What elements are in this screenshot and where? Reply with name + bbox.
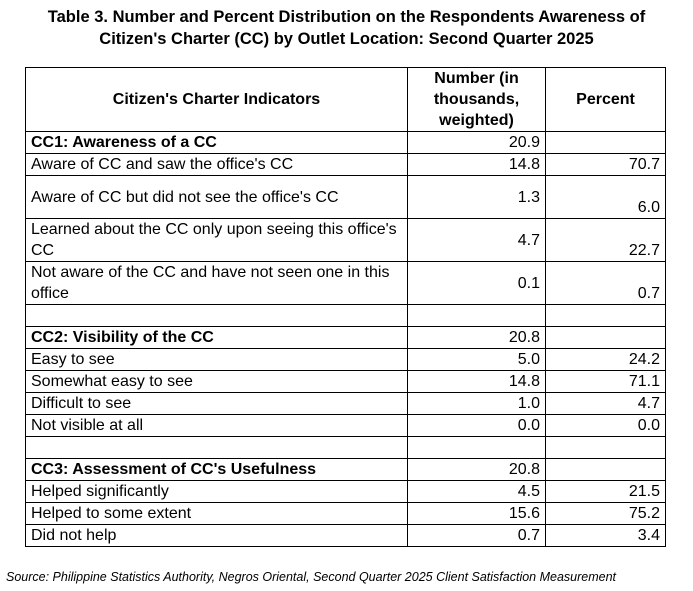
percent-cell: [545, 436, 666, 459]
percent-cell: [545, 304, 666, 327]
percent-cell: 0.0: [545, 414, 666, 437]
table-row: Somewhat easy to see 14.8 71.1: [25, 370, 666, 393]
table-row: Not aware of the CC and have not seen on…: [25, 261, 666, 305]
section-row: CC3: Assessment of CC's Usefulness 20.8: [25, 458, 666, 481]
indicator-cell: [25, 436, 408, 459]
number-cell: 4.7: [407, 218, 546, 262]
table-title: Table 3. Number and Percent Distribution…: [0, 6, 693, 50]
section-row: CC2: Visibility of the CC 20.8: [25, 326, 666, 349]
section-row: CC1: Awareness of a CC 20.9: [25, 131, 666, 154]
indicator-cell: Learned about the CC only upon seeing th…: [25, 218, 408, 262]
indicator-cell: CC1: Awareness of a CC: [25, 131, 408, 154]
indicator-cell: Did not help: [25, 524, 408, 547]
awareness-table: Citizen's Charter Indicators Number (in …: [25, 67, 666, 547]
table-title-line-2: Citizen's Charter (CC) by Outlet Locatio…: [99, 30, 594, 48]
percent-cell: 24.2: [545, 348, 666, 371]
number-cell: 0.7: [407, 524, 546, 547]
indicator-cell: CC2: Visibility of the CC: [25, 326, 408, 349]
source-note: Source: Philippine Statistics Authority,…: [6, 570, 617, 584]
table-row: Learned about the CC only upon seeing th…: [25, 218, 666, 262]
indicator-cell: Difficult to see: [25, 392, 408, 415]
indicator-cell: Not visible at all: [25, 414, 408, 437]
table-row: Easy to see 5.0 24.2: [25, 348, 666, 371]
number-cell: 20.8: [407, 326, 546, 349]
percent-cell: 4.7: [545, 392, 666, 415]
table-header-row: Citizen's Charter Indicators Number (in …: [25, 67, 666, 132]
number-cell: 4.5: [407, 480, 546, 503]
percent-cell: [545, 131, 666, 154]
percent-cell: 0.7: [545, 261, 666, 305]
table-row: Aware of CC and saw the office's CC 14.8 7…: [25, 153, 666, 176]
table-row: Helped significantly 4.5 21.5: [25, 480, 666, 503]
number-cell: 0.1: [407, 261, 546, 305]
table-row: Aware of CC but did not see the office's…: [25, 175, 666, 219]
number-cell: 1.0: [407, 392, 546, 415]
percent-cell: 6.0: [545, 175, 666, 219]
percent-cell: 75.2: [545, 502, 666, 525]
percent-cell: 71.1: [545, 370, 666, 393]
number-cell: 15.6: [407, 502, 546, 525]
percent-cell: [545, 458, 666, 481]
percent-cell: 22.7: [545, 218, 666, 262]
header-number: Number (in thousands, weighted): [407, 67, 546, 132]
indicator-cell: Aware of CC and saw the office's CC: [25, 153, 408, 176]
number-cell: 20.8: [407, 458, 546, 481]
indicator-cell: CC3: Assessment of CC's Usefulness: [25, 458, 408, 481]
indicator-cell: Not aware of the CC and have not seen on…: [25, 261, 408, 305]
number-cell: 14.8: [407, 370, 546, 393]
number-cell: 20.9: [407, 131, 546, 154]
header-percent: Percent: [545, 67, 666, 132]
indicator-cell: Easy to see: [25, 348, 408, 371]
indicator-cell: Aware of CC but did not see the office's…: [25, 175, 408, 219]
number-cell: [407, 436, 546, 459]
indicator-cell: Helped significantly: [25, 480, 408, 503]
number-cell: 14.8: [407, 153, 546, 176]
number-cell: 0.0: [407, 414, 546, 437]
table-row: Helped to some extent 15.6 75.2: [25, 502, 666, 525]
percent-cell: [545, 326, 666, 349]
table-body: CC1: Awareness of a CC 20.9 Aware of CC an…: [25, 131, 666, 547]
spacer-row: [25, 436, 666, 459]
header-indicator: Citizen's Charter Indicators: [25, 67, 408, 132]
table-row: Difficult to see 1.0 4.7: [25, 392, 666, 415]
table-title-line-1: Table 3. Number and Percent Distribution…: [47, 8, 646, 26]
table-row: Did not help 0.7 3.4: [25, 524, 666, 547]
indicator-cell: [25, 304, 408, 327]
percent-cell: 3.4: [545, 524, 666, 547]
indicator-cell: Helped to some extent: [25, 502, 408, 525]
indicator-cell: Somewhat easy to see: [25, 370, 408, 393]
number-cell: 5.0: [407, 348, 546, 371]
number-cell: 1.3: [407, 175, 546, 219]
spacer-row: [25, 304, 666, 327]
percent-cell: 21.5: [545, 480, 666, 503]
percent-cell: 70.7: [545, 153, 666, 176]
number-cell: [407, 304, 546, 327]
table-row: Not visible at all 0.0 0.0: [25, 414, 666, 437]
